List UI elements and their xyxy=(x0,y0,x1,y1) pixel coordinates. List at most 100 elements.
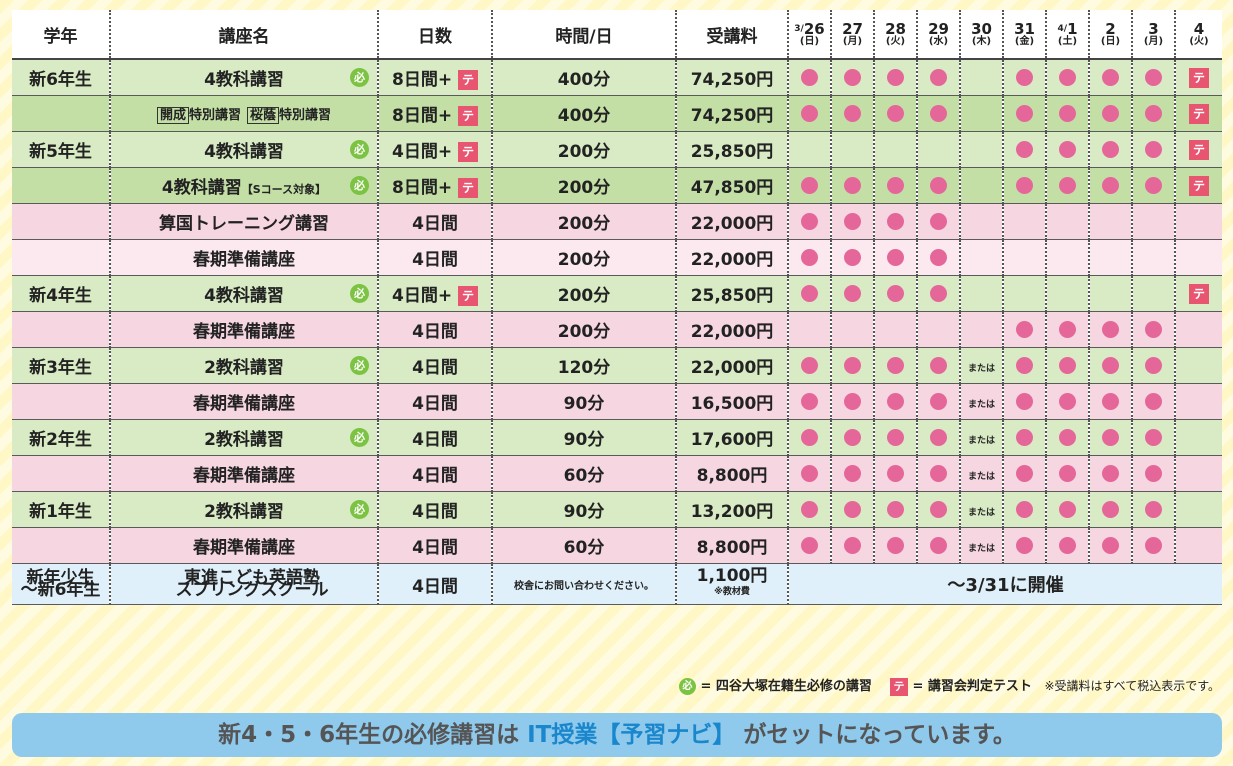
days-text: 4日間 xyxy=(412,430,458,450)
date-cell xyxy=(1175,455,1222,492)
fee-cell: 22,000円 xyxy=(676,203,789,240)
fee-cell: 13,200円 xyxy=(676,491,789,528)
date-cell xyxy=(1089,419,1133,456)
required-badge-icon: 必 xyxy=(350,428,369,447)
session-dot-icon xyxy=(887,501,904,518)
course-cell: 春期準備講座 xyxy=(110,527,379,564)
fee-cell: 47,850円 xyxy=(676,167,789,204)
session-dot-icon xyxy=(1102,105,1119,122)
course-cell: 4教科講習【Sコース対象】 必 xyxy=(110,167,379,204)
days-cell: 8日間+ テ xyxy=(378,95,493,132)
session-dot-icon xyxy=(930,393,947,410)
date-weekday: (月) xyxy=(1143,35,1164,47)
time-cell: 200分 xyxy=(492,131,677,168)
header-date-6: 4/1 (土) xyxy=(1046,10,1090,60)
session-dot-icon xyxy=(801,357,818,374)
days-cell: 4日間 xyxy=(378,527,493,564)
date-cell xyxy=(874,59,918,96)
test-badge-icon: テ xyxy=(1189,67,1209,88)
date-cell xyxy=(1089,311,1133,348)
course-cell: 2教科講習 必 xyxy=(110,419,379,456)
session-dot-icon xyxy=(1145,393,1162,410)
date-cell xyxy=(1089,203,1133,240)
required-badge-icon: 必 xyxy=(350,176,369,195)
session-dot-icon xyxy=(1102,393,1119,410)
grade-cell: 新6年生 xyxy=(12,59,111,96)
date-cell xyxy=(917,131,961,168)
grade-cell xyxy=(12,95,111,132)
legend: 必 = 四谷大塚在籍生必修の講習 テ = 講習会判定テスト ※受講料はすべて税込… xyxy=(0,675,1220,696)
course-name: 4教科講習 xyxy=(204,286,284,306)
session-dot-icon xyxy=(1016,393,1033,410)
fee-note: ※教材費 xyxy=(714,587,750,597)
date-cell xyxy=(874,419,918,456)
table-row: 算国トレーニング講習 4日間 200分 22,000円 xyxy=(12,203,1222,240)
date-cell xyxy=(831,383,875,420)
course-cell: 春期準備講座 xyxy=(110,455,379,492)
required-badge-icon: 必 xyxy=(350,500,369,519)
date-month-prefix: 4/ xyxy=(1057,23,1068,34)
table-row: 春期準備講座 4日間 60分 8,800円 または xyxy=(12,527,1222,564)
session-dot-icon xyxy=(1016,69,1033,86)
course-name: 春期準備講座 xyxy=(193,466,295,486)
date-cell xyxy=(874,203,918,240)
date-cell xyxy=(788,491,832,528)
course-cell: 東進こども英語塾 スプリングスクール xyxy=(110,563,379,605)
date-cell xyxy=(1089,239,1133,276)
days-text: 4日間 xyxy=(412,358,458,378)
time-cell: 400分 xyxy=(492,95,677,132)
date-cell: または xyxy=(960,455,1004,492)
test-badge-icon: テ xyxy=(458,286,478,306)
session-dot-icon xyxy=(801,177,818,194)
session-dot-icon xyxy=(887,429,904,446)
days-text: 4日間 xyxy=(412,538,458,558)
time-cell: 200分 xyxy=(492,203,677,240)
course-cell: 春期準備講座 xyxy=(110,311,379,348)
date-cell xyxy=(788,95,832,132)
days-text: 4日間 xyxy=(412,394,458,414)
fee-cell: 74,250円 xyxy=(676,59,789,96)
time-cell: 400分 xyxy=(492,59,677,96)
date-cell xyxy=(1089,131,1133,168)
date-cell xyxy=(1089,455,1133,492)
date-cell xyxy=(831,239,875,276)
date-cell xyxy=(917,167,961,204)
session-dot-icon xyxy=(1059,537,1076,554)
days-cell: 4日間 xyxy=(378,491,493,528)
date-cell xyxy=(1046,419,1090,456)
session-dot-icon xyxy=(887,105,904,122)
date-cell xyxy=(1003,491,1047,528)
date-cell xyxy=(1003,383,1047,420)
date-weekday: (日) xyxy=(1100,35,1121,47)
header-date-7: 2 (日) xyxy=(1089,10,1133,60)
time-cell: 60分 xyxy=(492,455,677,492)
session-dot-icon xyxy=(887,465,904,482)
session-dot-icon xyxy=(801,69,818,86)
days-text: 8日間+ xyxy=(392,106,453,126)
schedule-cell: 〜3/31に開催 xyxy=(788,563,1222,605)
date-cell xyxy=(1003,347,1047,384)
header-course: 講座名 xyxy=(110,10,379,60)
session-dot-icon xyxy=(844,429,861,446)
session-dot-icon xyxy=(1016,501,1033,518)
date-cell: テ xyxy=(1175,131,1222,168)
date-cell xyxy=(831,167,875,204)
course-cell: 春期準備講座 xyxy=(110,383,379,420)
time-cell: 60分 xyxy=(492,527,677,564)
days-text: 4日間+ xyxy=(392,142,453,162)
session-dot-icon xyxy=(844,393,861,410)
date-cell xyxy=(831,347,875,384)
date-cell xyxy=(1003,167,1047,204)
banner-highlight: IT授業【予習ナビ】 xyxy=(527,722,736,748)
session-dot-icon xyxy=(1145,537,1162,554)
session-dot-icon xyxy=(1102,69,1119,86)
date-cell: または xyxy=(960,347,1004,384)
date-number: 29 xyxy=(928,19,949,38)
date-cell xyxy=(1046,95,1090,132)
date-cell xyxy=(960,131,1004,168)
session-dot-icon xyxy=(844,177,861,194)
date-cell xyxy=(1132,203,1176,240)
date-cell xyxy=(1046,131,1090,168)
course-label: 特別講習 xyxy=(189,107,242,123)
session-dot-icon xyxy=(930,213,947,230)
